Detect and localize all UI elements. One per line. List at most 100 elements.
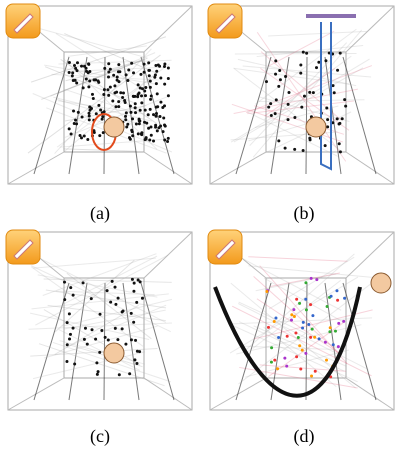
dot [71, 71, 74, 74]
dot [324, 144, 327, 147]
dot [279, 78, 282, 81]
dot [117, 80, 120, 83]
dot [167, 94, 170, 97]
dot [134, 106, 137, 109]
dot [148, 69, 151, 72]
dot [155, 115, 158, 118]
dot [80, 136, 83, 139]
dot [135, 301, 138, 304]
dot [83, 338, 86, 341]
dot [163, 83, 166, 86]
dot [72, 294, 75, 297]
dot [101, 115, 104, 118]
dot [97, 81, 100, 84]
dot [131, 117, 134, 120]
dot [65, 360, 68, 363]
dot [325, 359, 328, 362]
panel-image [208, 230, 394, 410]
perspective-edge [144, 152, 192, 184]
dot [149, 80, 152, 83]
dot [117, 105, 120, 108]
dot [163, 139, 166, 142]
dot [144, 94, 147, 97]
dot [155, 82, 158, 85]
dot [85, 70, 88, 73]
dot [144, 86, 147, 89]
dot [66, 321, 69, 324]
dot [147, 113, 150, 116]
dot [121, 327, 124, 330]
dot [97, 370, 100, 373]
dot [72, 327, 75, 330]
dot [131, 278, 134, 281]
perspective-edge [346, 152, 394, 184]
dot [69, 286, 72, 289]
hand-icon [104, 117, 124, 137]
dot [318, 337, 321, 340]
dot [332, 343, 335, 346]
dot [125, 73, 128, 76]
dot [301, 349, 304, 352]
dot [88, 70, 91, 73]
dot [330, 295, 333, 298]
dot [140, 94, 143, 97]
dot [308, 137, 311, 140]
dot [130, 312, 133, 315]
dot [295, 355, 298, 358]
dot [297, 336, 300, 339]
dot [270, 114, 273, 117]
dot [276, 367, 279, 370]
dot [304, 298, 307, 301]
dot [144, 138, 147, 141]
dot [324, 59, 327, 62]
dot [137, 83, 140, 86]
dot [328, 330, 331, 333]
dot [127, 69, 130, 72]
dot [302, 149, 305, 152]
panel-image [6, 230, 192, 410]
dot [82, 281, 85, 284]
dot [310, 277, 313, 280]
dot [68, 71, 71, 74]
dot [341, 117, 344, 120]
page: (a) (b) (c) (d) (() => { const data = JS… [0, 0, 406, 450]
dot [69, 333, 72, 336]
dot [287, 118, 290, 121]
hand-icon [306, 117, 326, 137]
dot [154, 126, 157, 129]
dot [68, 127, 71, 130]
dot [152, 140, 155, 143]
dot [284, 75, 287, 78]
dot [155, 70, 158, 73]
dot [83, 135, 86, 138]
dot [149, 108, 152, 111]
dot [267, 326, 270, 329]
dot [305, 308, 308, 311]
dot [298, 302, 301, 305]
dot [293, 315, 296, 318]
dot [117, 63, 120, 66]
dot [135, 122, 138, 125]
dot [99, 109, 102, 112]
dot [338, 142, 341, 145]
dot [118, 373, 121, 376]
dot [88, 118, 91, 121]
dot [128, 372, 131, 375]
dot [107, 76, 110, 79]
dot [63, 281, 66, 284]
dot [290, 313, 293, 316]
panel-image [208, 4, 394, 184]
dot [265, 290, 268, 293]
polyline-trace [234, 68, 363, 142]
dot [125, 125, 128, 128]
dot [111, 280, 114, 283]
dot [130, 62, 133, 65]
dot [294, 331, 297, 334]
dot [326, 305, 329, 308]
polyline-trace [269, 31, 335, 66]
dot [270, 346, 273, 349]
dot [339, 52, 342, 55]
dot [72, 79, 75, 82]
dot [324, 341, 327, 344]
dot [122, 91, 125, 94]
